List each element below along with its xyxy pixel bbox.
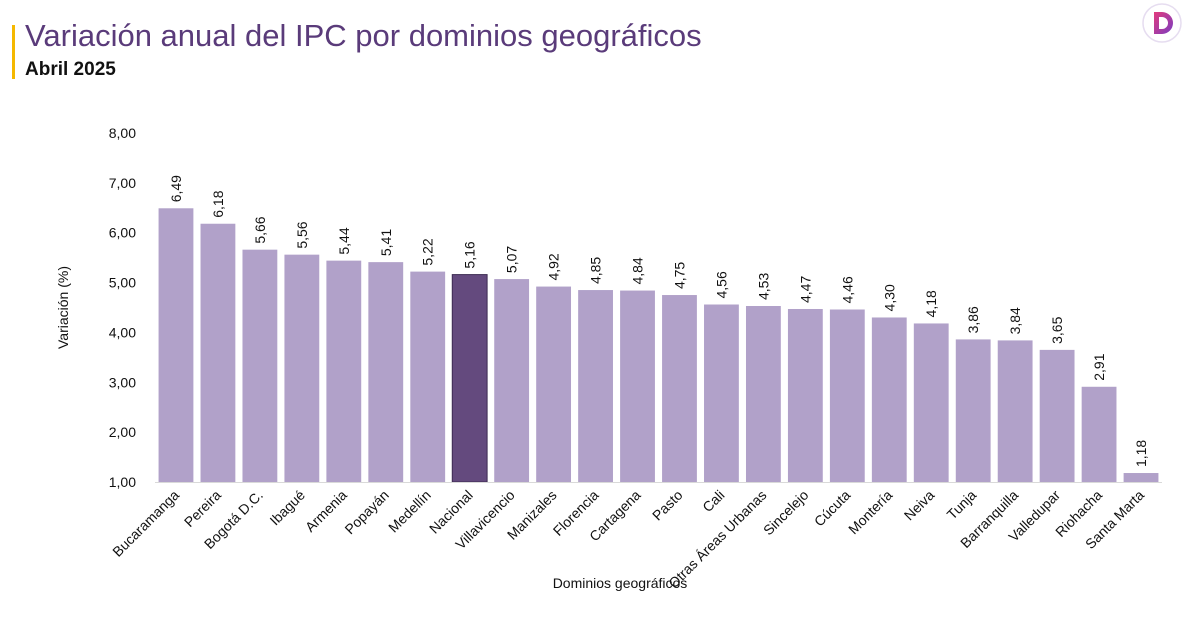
bar-6	[410, 271, 446, 482]
data-label: 4,92	[546, 253, 562, 280]
y-tick-label: 6,00	[109, 225, 136, 241]
y-tick-label: 4,00	[109, 324, 136, 340]
bar-21	[1039, 349, 1075, 482]
x-tick-label: Medellín	[385, 487, 434, 536]
d-logo-icon	[1142, 3, 1182, 43]
bar-23	[1123, 473, 1159, 482]
bar-8	[494, 279, 530, 482]
x-tick-label: Montería	[845, 487, 896, 538]
data-label: 4,53	[755, 273, 771, 300]
bar-3	[284, 254, 320, 482]
y-tick-label: 3,00	[109, 374, 136, 390]
x-axis-title: Dominios geográficos	[553, 575, 688, 591]
data-label: 2,91	[1091, 353, 1107, 380]
data-label: 4,47	[797, 276, 813, 303]
y-tick-label: 2,00	[109, 424, 136, 440]
bar-11	[620, 290, 655, 482]
x-tick-label: Bucaramanga	[109, 487, 182, 560]
y-tick-label: 1,00	[109, 474, 136, 490]
data-label: 5,56	[294, 221, 310, 248]
data-label: 4,30	[881, 284, 897, 311]
bar-12	[662, 295, 697, 482]
bar-13	[704, 304, 739, 482]
bar-15	[787, 308, 823, 482]
bar-4	[326, 260, 362, 482]
data-label: 1,18	[1133, 440, 1149, 467]
data-label: 3,65	[1049, 316, 1065, 343]
bar-0	[158, 208, 194, 482]
data-label: 3,86	[965, 306, 981, 333]
title-accent-bar	[12, 25, 15, 79]
bar-19	[955, 339, 991, 482]
data-label: 6,18	[210, 190, 226, 217]
y-tick-label: 7,00	[109, 175, 136, 191]
bar-20	[997, 340, 1033, 482]
bar-5	[368, 262, 404, 482]
chart-title: Variación anual del IPC por dominios geo…	[25, 18, 702, 53]
bar-7	[451, 274, 488, 483]
data-label: 5,16	[462, 241, 478, 268]
x-tick-label: Ibagué	[266, 487, 308, 529]
data-label: 3,84	[1007, 307, 1023, 334]
data-label: 5,66	[252, 216, 268, 243]
y-tick-label: 5,00	[109, 275, 136, 291]
bar-10	[578, 290, 613, 482]
data-label: 4,85	[588, 257, 604, 284]
bar-16	[829, 309, 865, 482]
data-label: 4,18	[923, 290, 939, 317]
data-label: 5,22	[420, 238, 436, 265]
bar-14	[745, 306, 781, 482]
x-tick-label: Sincelejo	[760, 487, 812, 539]
data-label: 5,41	[378, 229, 394, 256]
y-axis-title: Variación (%)	[55, 266, 71, 349]
bar-2	[242, 249, 278, 482]
data-label: 6,49	[168, 175, 184, 202]
data-label: 4,56	[713, 271, 729, 298]
x-tick-label: Neiva	[901, 487, 938, 524]
data-label: 4,46	[839, 276, 855, 303]
bar-22	[1081, 386, 1117, 482]
x-tick-label: Cali	[699, 487, 727, 515]
chart-subtitle: Abril 2025	[25, 59, 116, 80]
data-label: 4,75	[671, 262, 687, 289]
x-tick-label: Popayán	[341, 487, 391, 537]
data-label: 4,84	[630, 257, 646, 284]
bar-9	[536, 286, 572, 482]
y-tick-label: 8,00	[109, 125, 136, 141]
data-label: 5,07	[504, 246, 520, 273]
x-tick-label: Pasto	[649, 487, 686, 524]
bar-17	[871, 317, 907, 482]
data-label: 5,44	[336, 227, 352, 254]
x-tick-label: Tunja	[944, 487, 980, 523]
bar-1	[200, 223, 236, 483]
bar-18	[913, 323, 949, 482]
